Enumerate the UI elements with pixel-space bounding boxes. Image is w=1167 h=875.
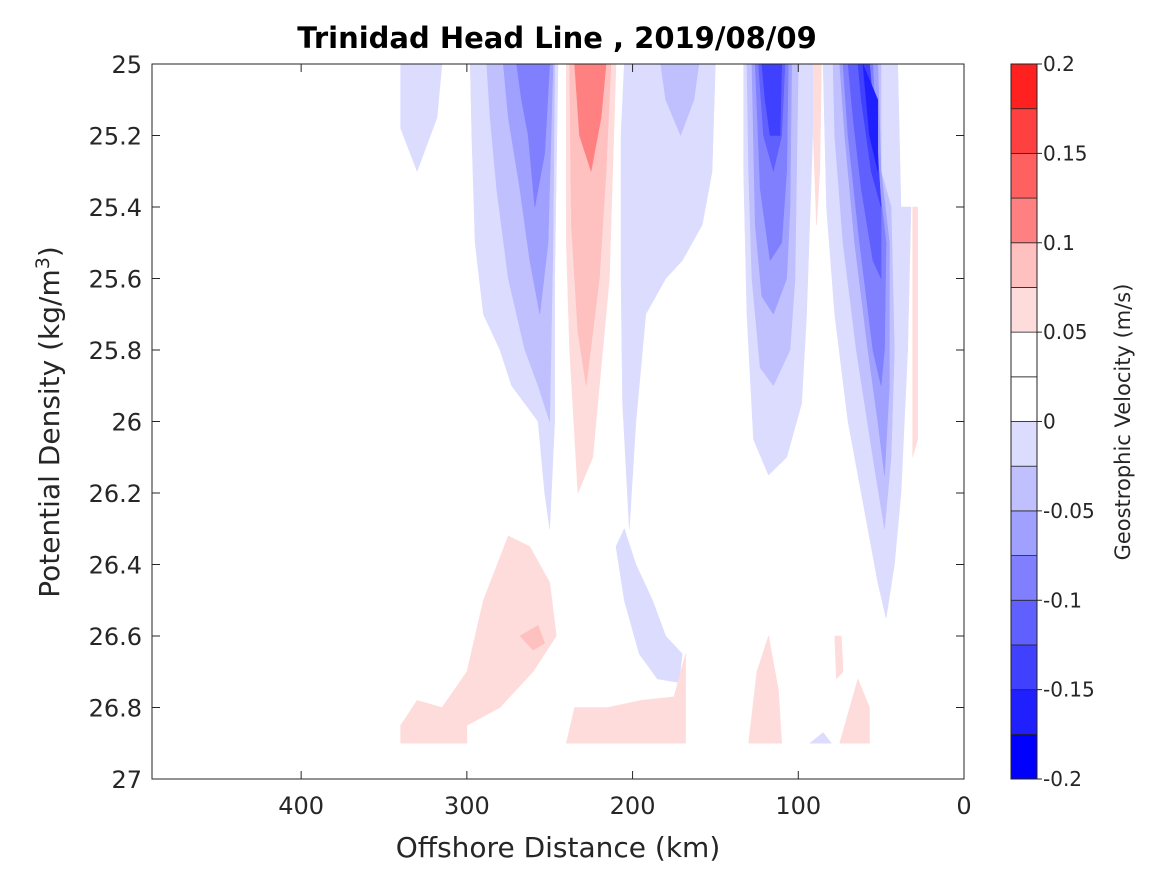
chart-title: Trinidad Head Line , 2019/08/09 <box>297 21 817 55</box>
plot-area: 400 300 200 100 0 25 25.2 25.4 25.6 25.8 26 26.2 26… <box>89 51 972 820</box>
colorbar-tick-label: 0 <box>1043 410 1056 434</box>
colorbar-cell <box>1010 733 1038 780</box>
colorbar-cells <box>1010 63 1038 780</box>
y-axis-title: Potential Density (kg/m3) <box>32 246 66 598</box>
colorbar-cell <box>1010 510 1038 556</box>
x-tick-label: 300 <box>444 792 490 820</box>
contour-region-pos-lower-70 <box>839 678 870 744</box>
colorbar-cell <box>1010 242 1038 288</box>
y-tick-label: 26.8 <box>89 695 142 723</box>
x-axis-ticks: 400 300 200 100 0 <box>278 64 972 820</box>
colorbar-tick-label: -0.15 <box>1043 678 1095 702</box>
x-axis-title: Offshore Distance (km) <box>396 831 721 864</box>
colorbar-title: Geostrophic Velocity (m/s) <box>1111 284 1135 561</box>
colorbar-cell <box>1010 644 1038 691</box>
colorbar-cell <box>1010 465 1038 512</box>
y-tick-label: 26.4 <box>89 552 142 580</box>
y-axis-ticks: 25 25.2 25.4 25.6 25.8 26 26.2 26.4 26.6 26.8 27 <box>89 51 964 794</box>
contour-region-pos-lower-190 <box>565 653 686 744</box>
contour-region-neg-lower-90 <box>809 732 832 744</box>
contour-region-pos-lower-left-core <box>519 624 546 651</box>
contour-regions <box>400 63 918 744</box>
colorbar-tick-label: 0.15 <box>1043 141 1088 165</box>
colorbar-tick-label: -0.1 <box>1043 588 1082 612</box>
x-tick-label: 0 <box>956 792 971 820</box>
colorbar-cell <box>1010 599 1038 646</box>
colorbar-cell <box>1010 287 1038 333</box>
colorbar-cell <box>1010 555 1038 601</box>
y-tick-label: 25.4 <box>89 194 142 222</box>
y-tick-label: 25.2 <box>89 123 142 151</box>
contour-region-pos-lower-120 <box>748 635 782 744</box>
colorbar-tick-label: 0.2 <box>1043 52 1075 76</box>
colorbar: 0.2 0.15 0.1 0.05 0 -0.05 -0.1 -0.15 -0.2 Geostr… <box>1010 52 1135 791</box>
colorbar-tick-label: 0.1 <box>1043 231 1075 255</box>
contour-region-pos-lower-left <box>400 535 557 744</box>
contour-region-pos-30-thin <box>912 206 918 458</box>
y-axis-title-superscript: 3 <box>32 257 54 269</box>
x-tick-label: 400 <box>278 792 324 820</box>
y-tick-label: 26 <box>111 409 142 437</box>
colorbar-tick-label: 0.05 <box>1043 320 1088 344</box>
colorbar-cell <box>1010 421 1038 467</box>
x-tick-label: 200 <box>610 792 656 820</box>
x-tick-label: 100 <box>775 792 821 820</box>
y-axis-title-main: Potential Density (kg/m <box>33 269 66 598</box>
y-tick-label: 25.8 <box>89 337 142 365</box>
colorbar-tick-label: -0.2 <box>1043 767 1082 791</box>
contour-region-pos-225-inner <box>569 63 612 386</box>
colorbar-cell <box>1010 331 1038 378</box>
y-tick-label: 27 <box>111 766 142 794</box>
colorbar-cell <box>1010 689 1038 735</box>
colorbar-cell <box>1010 197 1038 244</box>
y-tick-label: 25.6 <box>89 266 142 294</box>
colorbar-cell <box>1010 108 1038 154</box>
y-axis-title-end: ) <box>33 246 66 257</box>
colorbar-cell <box>1010 152 1038 199</box>
y-tick-label: 25 <box>111 51 142 79</box>
contour-region-pos-lower-75 <box>834 635 844 680</box>
colorbar-ticks: 0.2 0.15 0.1 0.05 0 -0.05 -0.1 -0.15 -0.2 <box>1037 52 1095 791</box>
y-tick-label: 26.6 <box>89 623 142 651</box>
colorbar-tick-label: -0.05 <box>1043 499 1095 523</box>
y-tick-label: 26.2 <box>89 480 142 508</box>
contour-region-neg-50-core <box>862 63 879 172</box>
contour-region-neg-190-outer <box>620 63 716 529</box>
colorbar-cell <box>1010 63 1038 110</box>
colorbar-cell <box>1010 376 1038 422</box>
